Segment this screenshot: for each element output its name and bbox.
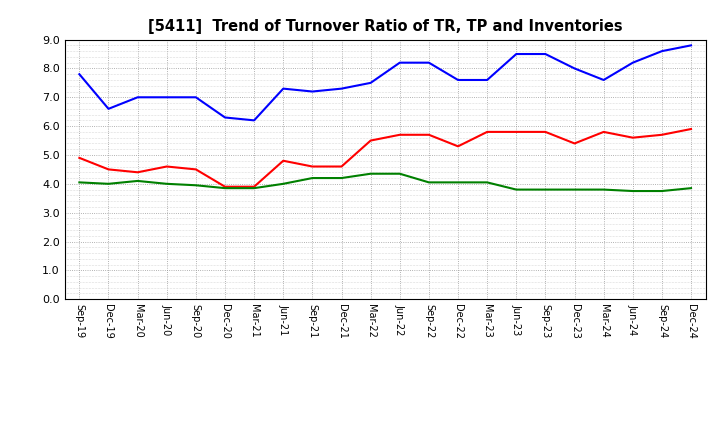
- Inventories: [512, 187, 521, 192]
- Line: Trade Payables: Trade Payables: [79, 45, 691, 121]
- Inventories: [687, 186, 696, 191]
- Trade Payables: [163, 95, 171, 100]
- Trade Payables: [454, 77, 462, 83]
- Trade Payables: [687, 43, 696, 48]
- Trade Payables: [570, 66, 579, 71]
- Trade Receivables: [629, 135, 637, 140]
- Trade Payables: [483, 77, 492, 83]
- Trade Receivables: [104, 167, 113, 172]
- Trade Receivables: [687, 126, 696, 132]
- Trade Receivables: [657, 132, 666, 137]
- Trade Payables: [629, 60, 637, 65]
- Trade Receivables: [512, 129, 521, 135]
- Trade Receivables: [133, 170, 142, 175]
- Inventories: [133, 178, 142, 183]
- Title: [5411]  Trend of Turnover Ratio of TR, TP and Inventories: [5411] Trend of Turnover Ratio of TR, TP…: [148, 19, 623, 34]
- Inventories: [366, 171, 375, 176]
- Trade Receivables: [366, 138, 375, 143]
- Trade Payables: [133, 95, 142, 100]
- Trade Payables: [366, 80, 375, 85]
- Inventories: [104, 181, 113, 187]
- Trade Receivables: [337, 164, 346, 169]
- Inventories: [163, 181, 171, 187]
- Trade Receivables: [483, 129, 492, 135]
- Line: Inventories: Inventories: [79, 174, 691, 191]
- Trade Receivables: [163, 164, 171, 169]
- Inventories: [192, 183, 200, 188]
- Trade Receivables: [599, 129, 608, 135]
- Trade Payables: [75, 72, 84, 77]
- Trade Receivables: [308, 164, 317, 169]
- Trade Payables: [599, 77, 608, 83]
- Inventories: [250, 186, 258, 191]
- Trade Receivables: [395, 132, 404, 137]
- Trade Payables: [541, 51, 550, 57]
- Trade Receivables: [570, 141, 579, 146]
- Trade Receivables: [541, 129, 550, 135]
- Trade Payables: [425, 60, 433, 65]
- Trade Payables: [220, 115, 229, 120]
- Trade Receivables: [454, 144, 462, 149]
- Trade Receivables: [75, 155, 84, 161]
- Trade Receivables: [192, 167, 200, 172]
- Inventories: [279, 181, 287, 187]
- Trade Payables: [279, 86, 287, 91]
- Trade Receivables: [279, 158, 287, 163]
- Inventories: [483, 180, 492, 185]
- Trade Payables: [395, 60, 404, 65]
- Trade Receivables: [220, 184, 229, 189]
- Trade Receivables: [250, 184, 258, 189]
- Trade Payables: [657, 48, 666, 54]
- Inventories: [75, 180, 84, 185]
- Inventories: [541, 187, 550, 192]
- Trade Payables: [250, 118, 258, 123]
- Inventories: [425, 180, 433, 185]
- Inventories: [570, 187, 579, 192]
- Inventories: [337, 176, 346, 181]
- Inventories: [657, 188, 666, 194]
- Inventories: [629, 188, 637, 194]
- Trade Receivables: [425, 132, 433, 137]
- Trade Payables: [337, 86, 346, 91]
- Inventories: [454, 180, 462, 185]
- Inventories: [308, 176, 317, 181]
- Inventories: [395, 171, 404, 176]
- Trade Payables: [512, 51, 521, 57]
- Line: Trade Receivables: Trade Receivables: [79, 129, 691, 187]
- Inventories: [599, 187, 608, 192]
- Inventories: [220, 186, 229, 191]
- Trade Payables: [104, 106, 113, 111]
- Trade Payables: [308, 89, 317, 94]
- Trade Payables: [192, 95, 200, 100]
